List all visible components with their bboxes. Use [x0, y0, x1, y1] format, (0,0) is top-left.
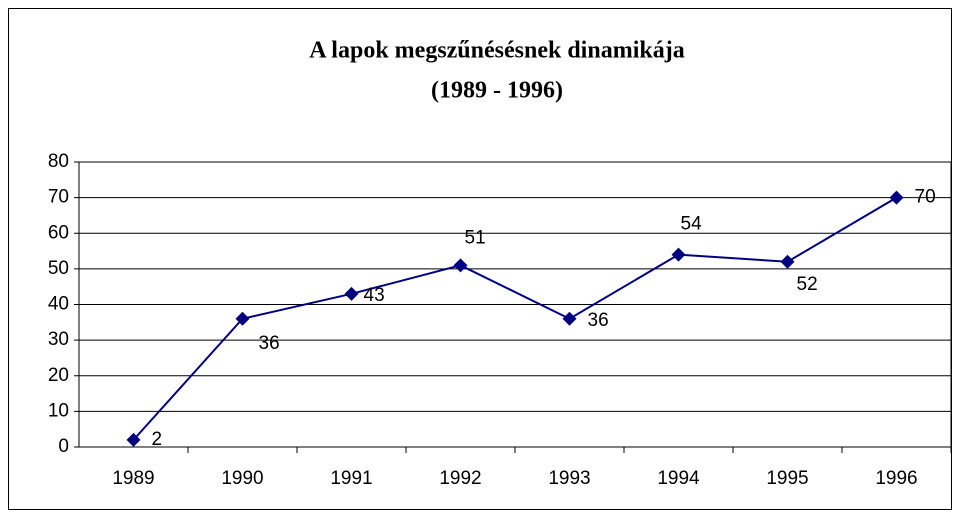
y-tick-label: 40	[48, 294, 69, 315]
x-tick-label: 1991	[330, 468, 372, 489]
y-tick-label: 50	[48, 258, 69, 279]
data-marker	[453, 258, 468, 273]
chart-frame	[8, 8, 952, 510]
y-tick-label: 10	[48, 400, 69, 421]
x-tick-label: 1989	[112, 468, 154, 489]
y-tick-label: 20	[48, 365, 69, 386]
data-label: 36	[259, 333, 280, 354]
data-marker	[671, 247, 686, 262]
x-tick-label: 1994	[657, 468, 700, 489]
data-label: 2	[152, 429, 163, 450]
chart-subtitle: (1989 - 1996)	[431, 78, 563, 104]
data-label: 36	[588, 310, 609, 331]
x-tick-label: 1990	[221, 468, 263, 489]
data-marker	[889, 190, 904, 205]
y-tick-label: 0	[58, 436, 69, 457]
data-marker	[562, 311, 577, 326]
data-marker	[235, 311, 250, 326]
y-tick-label: 30	[48, 329, 69, 350]
data-line	[132, 196, 898, 441]
data-label: 51	[465, 227, 486, 248]
data-marker	[126, 432, 141, 447]
data-marker	[344, 286, 359, 301]
data-label: 54	[681, 214, 703, 235]
x-tick-label: 1996	[875, 468, 917, 489]
data-label: 52	[797, 274, 818, 295]
data-marker	[780, 254, 795, 269]
y-tick-label: 60	[48, 222, 69, 243]
x-tick-label: 1992	[439, 468, 481, 489]
y-tick-label: 70	[48, 187, 69, 208]
y-tick-label: 80	[48, 151, 69, 172]
data-label: 43	[364, 285, 385, 306]
x-tick-label: 1993	[548, 468, 590, 489]
chart-title: A lapok megszűnésésnek dinamikája	[309, 38, 684, 64]
data-label: 70	[915, 187, 936, 208]
x-tick-label: 1995	[766, 468, 808, 489]
